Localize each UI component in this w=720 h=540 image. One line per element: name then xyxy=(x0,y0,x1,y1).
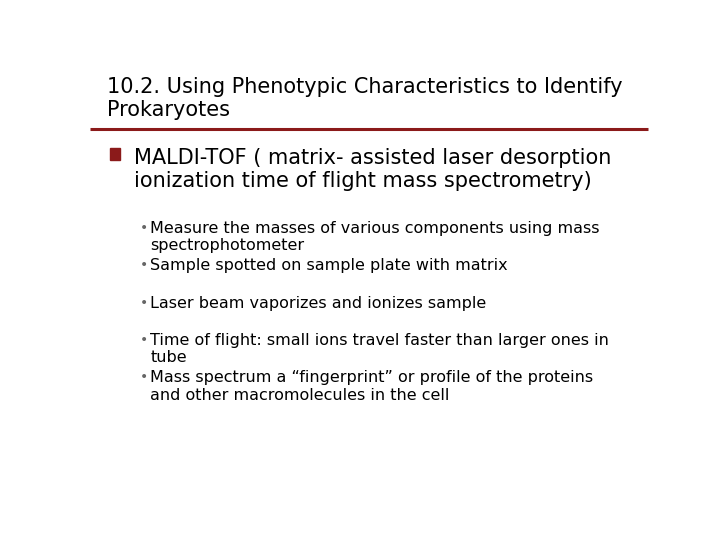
Text: Sample spotted on sample plate with matrix: Sample spotted on sample plate with matr… xyxy=(150,258,508,273)
FancyBboxPatch shape xyxy=(109,148,120,160)
Text: •: • xyxy=(140,221,148,235)
Text: Measure the masses of various components using mass
spectrophotometer: Measure the masses of various components… xyxy=(150,221,600,253)
Text: Mass spectrum a “fingerprint” or profile of the proteins
and other macromolecule: Mass spectrum a “fingerprint” or profile… xyxy=(150,370,593,403)
Text: 10.2. Using Phenotypic Characteristics to Identify
Prokaryotes: 10.2. Using Phenotypic Characteristics t… xyxy=(107,77,622,120)
Text: MALDI-TOF ( matrix- assisted laser desorption
ionization time of flight mass spe: MALDI-TOF ( matrix- assisted laser desor… xyxy=(133,148,611,191)
Text: •: • xyxy=(140,295,148,309)
Text: •: • xyxy=(140,333,148,347)
Text: •: • xyxy=(140,370,148,384)
Text: Time of flight: small ions travel faster than larger ones in
tube: Time of flight: small ions travel faster… xyxy=(150,333,609,366)
Text: Laser beam vaporizes and ionizes sample: Laser beam vaporizes and ionizes sample xyxy=(150,295,487,310)
Text: •: • xyxy=(140,258,148,272)
